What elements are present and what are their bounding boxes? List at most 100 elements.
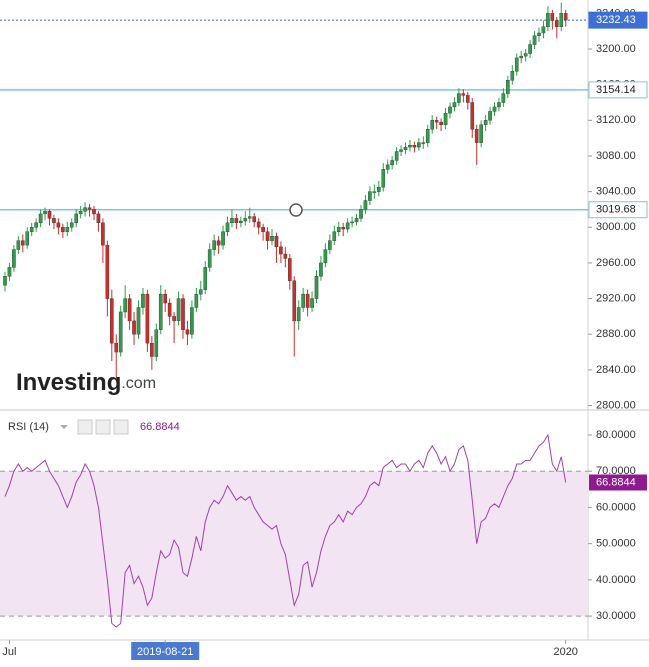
price-label: 3019.68 bbox=[596, 204, 636, 216]
rsi-label: 66.8844 bbox=[596, 476, 636, 488]
candle-body bbox=[154, 329, 159, 357]
candle-body bbox=[332, 231, 337, 241]
rsi-name: RSI (14) bbox=[8, 421, 49, 433]
candle-body bbox=[230, 218, 234, 224]
candle-body bbox=[372, 191, 377, 193]
candle-body bbox=[150, 342, 154, 357]
y-tick-label: 2840.00 bbox=[596, 364, 636, 376]
candle-body bbox=[501, 93, 506, 103]
candle-body bbox=[479, 124, 483, 143]
price-label-box bbox=[588, 201, 648, 219]
candle-body bbox=[528, 44, 532, 54]
candle-body bbox=[118, 311, 123, 353]
candle-body bbox=[185, 329, 190, 335]
y-tick-label: 2920.00 bbox=[596, 292, 636, 304]
candle-body bbox=[127, 298, 132, 322]
candle-body bbox=[194, 293, 199, 308]
candle-body bbox=[381, 169, 386, 188]
candle-body bbox=[546, 13, 550, 27]
candle-body bbox=[207, 249, 212, 268]
candle-body bbox=[345, 222, 350, 230]
candle-body bbox=[541, 26, 546, 34]
candle-body bbox=[181, 298, 185, 330]
candle-body bbox=[176, 298, 181, 322]
rsi-header: RSI (14) 66.8844 bbox=[8, 419, 180, 435]
y-tick-label: 3120.00 bbox=[596, 114, 636, 126]
candle-body bbox=[466, 95, 470, 103]
candle-body bbox=[394, 151, 399, 161]
candle-body bbox=[514, 57, 519, 72]
candle-body bbox=[430, 120, 435, 130]
rsi-tick-label: 30.0000 bbox=[596, 610, 636, 622]
rsi-line bbox=[4, 433, 567, 628]
candle-body bbox=[488, 111, 492, 121]
candle-body bbox=[288, 258, 292, 281]
candle-body bbox=[105, 244, 110, 299]
candle-body bbox=[452, 102, 457, 108]
candle-body bbox=[274, 235, 279, 248]
candle-body bbox=[270, 235, 274, 241]
y-tick-label: 2960.00 bbox=[596, 257, 636, 269]
rsi-current-value: 66.8844 bbox=[140, 421, 180, 433]
candle-body bbox=[145, 293, 150, 344]
candle-body bbox=[61, 227, 65, 232]
candle-body bbox=[412, 145, 417, 148]
candle-body bbox=[65, 227, 70, 232]
y-tick-label: 3200.00 bbox=[596, 43, 636, 55]
candle-body bbox=[123, 298, 127, 313]
candle-body bbox=[292, 280, 297, 322]
candle-body bbox=[555, 20, 559, 27]
candle-body bbox=[354, 218, 359, 223]
logo-main: Investing bbox=[16, 369, 121, 396]
rsi-tick-label: 70.0000 bbox=[596, 465, 636, 477]
candle-body bbox=[417, 142, 421, 148]
candle-body bbox=[83, 207, 87, 212]
candle-body bbox=[21, 240, 25, 246]
candle-body bbox=[510, 71, 515, 81]
x-tick-label: 2020 bbox=[553, 646, 577, 658]
candle-body bbox=[408, 145, 412, 148]
candle-body bbox=[563, 13, 568, 21]
candle-body bbox=[421, 142, 426, 144]
candle-body bbox=[74, 213, 78, 224]
candle-body bbox=[141, 293, 145, 308]
candle-body bbox=[363, 200, 368, 210]
candle-body bbox=[385, 164, 390, 170]
y-tick-label: 3040.00 bbox=[596, 186, 636, 198]
candle-body bbox=[136, 307, 141, 335]
candle-body bbox=[252, 216, 257, 223]
settings-icon[interactable] bbox=[95, 419, 111, 435]
logo: Investing.com bbox=[16, 369, 156, 396]
crosshair-date-box bbox=[131, 642, 200, 660]
y-tick-label: 3080.00 bbox=[596, 150, 636, 162]
candle-body bbox=[319, 262, 323, 277]
candle-body bbox=[550, 13, 555, 21]
price-label-box bbox=[588, 11, 648, 29]
rsi-tick-label: 80.0000 bbox=[596, 429, 636, 441]
candle-body bbox=[470, 102, 475, 130]
dropdown-icon[interactable] bbox=[60, 425, 68, 429]
candle-body bbox=[497, 102, 501, 108]
candle-body bbox=[243, 218, 248, 222]
rsi-tick-label: 60.0000 bbox=[596, 501, 636, 513]
candle-body bbox=[359, 209, 363, 219]
candle-body bbox=[43, 211, 47, 215]
candle-body bbox=[283, 253, 288, 259]
candle-body bbox=[198, 289, 203, 295]
candle-body bbox=[434, 120, 439, 123]
y-tick-label: 3000.00 bbox=[596, 221, 636, 233]
candle-body bbox=[279, 246, 283, 255]
candle-body bbox=[314, 276, 319, 299]
candle-body bbox=[537, 32, 541, 36]
candle-body bbox=[47, 211, 52, 219]
eye-icon[interactable] bbox=[77, 419, 93, 435]
candle-body bbox=[296, 307, 301, 322]
candle-body bbox=[78, 211, 83, 215]
candle-body bbox=[461, 93, 466, 96]
y-tick-label: 2880.00 bbox=[596, 328, 636, 340]
x-axis-strip bbox=[0, 640, 649, 667]
candle-body bbox=[425, 129, 430, 143]
candle-body bbox=[448, 106, 452, 114]
close-icon[interactable] bbox=[113, 419, 129, 435]
